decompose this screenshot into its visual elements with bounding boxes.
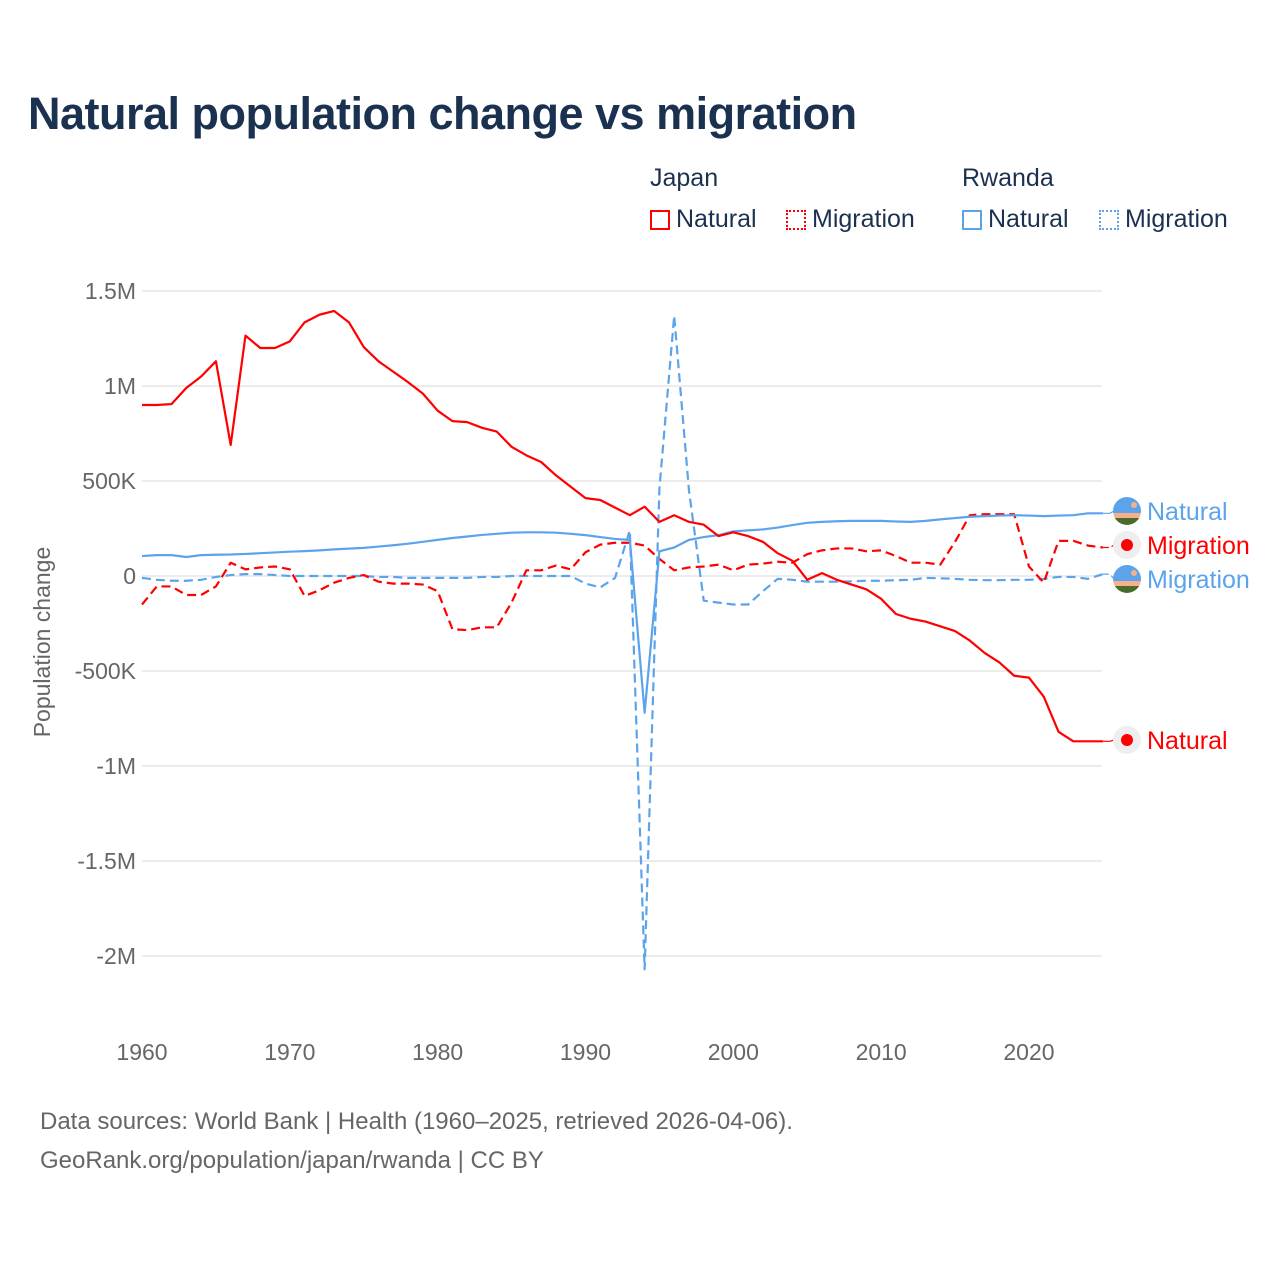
y-tick-label: -2M [96, 943, 136, 969]
legend-swatch-solid [650, 209, 670, 230]
x-tick-label: 2020 [1003, 1039, 1054, 1065]
y-tick-label: 500K [82, 468, 136, 494]
legend-rwanda-migration[interactable]: Migration [1099, 205, 1228, 234]
end-label: Natural [1147, 727, 1228, 755]
y-tick-label: 0 [123, 563, 136, 589]
legend-swatch-solid [962, 209, 982, 230]
legend-label: Natural [676, 205, 757, 233]
series-line-rwanda-migration [141, 314, 1104, 971]
x-tick-label: 1960 [116, 1039, 167, 1065]
y-tick-label: -1.5M [77, 848, 136, 874]
y-tick-label: -1M [96, 753, 136, 779]
legend-japan-migration[interactable]: Migration [786, 205, 915, 234]
x-tick-label: 2000 [708, 1039, 759, 1065]
legend-swatch-dotted [786, 209, 806, 230]
end-label: Migration [1147, 566, 1250, 594]
legend-label: Migration [812, 205, 915, 233]
x-tick-label: 2010 [856, 1039, 907, 1065]
legend-group-rwanda: Rwanda [962, 164, 1054, 192]
legend-label: Migration [1125, 205, 1228, 233]
rwanda-flag-icon [1113, 497, 1141, 525]
x-tick-label: 1990 [560, 1039, 611, 1065]
end-label-connector [1102, 573, 1115, 580]
legend-japan-natural[interactable]: Natural [650, 205, 757, 234]
x-tick-label: 1970 [264, 1039, 315, 1065]
end-label: Migration [1147, 532, 1250, 560]
legend-swatch-dotted [1099, 209, 1119, 230]
legend-group-japan: Japan [650, 164, 719, 192]
chart-title: Natural population change vs migration [28, 88, 857, 139]
y-axis-label: Population change [29, 547, 55, 738]
end-label-connector [1102, 510, 1115, 514]
japan-flag-sun-icon [1121, 539, 1133, 551]
series-line-japan-natural [142, 309, 1103, 743]
end-label: Natural [1147, 498, 1228, 526]
y-tick-label: -500K [75, 658, 137, 684]
footer-sources: Data sources: World Bank | Health (1960–… [40, 1108, 793, 1135]
legend-rwanda-natural[interactable]: Natural [962, 205, 1069, 234]
series-line-japan-migration [141, 513, 1104, 632]
footer-link[interactable]: GeoRank.org/population/japan/rwanda | CC… [40, 1147, 544, 1174]
rwanda-flag-sun-icon [1131, 570, 1137, 576]
rwanda-flag-sun-icon [1131, 502, 1137, 508]
y-tick-label: 1M [104, 373, 136, 399]
japan-flag-sun-icon [1121, 734, 1133, 746]
y-tick-label: 1.5M [85, 278, 136, 304]
end-label-connector [1102, 739, 1115, 742]
series-line-rwanda-natural [141, 512, 1103, 714]
legend-label: Natural [988, 205, 1069, 233]
rwanda-flag-icon [1113, 565, 1141, 593]
end-label-connector [1102, 544, 1115, 549]
x-tick-label: 1980 [412, 1039, 463, 1065]
